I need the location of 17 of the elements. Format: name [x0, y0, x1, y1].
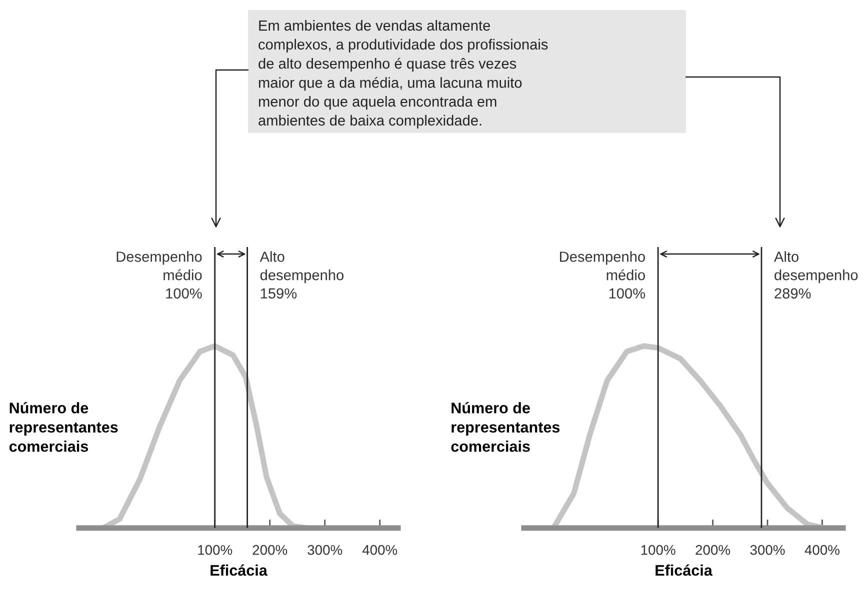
- ref-line-label: Desempenho médio 100%: [116, 251, 202, 299]
- x-tick-label: 400%: [804, 545, 840, 555]
- x-tick-label: 300%: [308, 545, 342, 555]
- ref-line-label: Alto desempenho 289%: [774, 251, 858, 299]
- x-tick-label: 400%: [362, 545, 398, 555]
- ref-line-label: Desempenho médio 100%: [560, 251, 646, 299]
- x-tick-label: 200%: [696, 545, 730, 555]
- ref-line-label: Alto desempenho 159%: [260, 251, 344, 299]
- x-tick-label: 100%: [198, 545, 232, 555]
- y-axis-title: Número de representantes comerciais: [451, 402, 560, 452]
- x-axis-title: Eficácia: [210, 564, 268, 576]
- x-tick-label: 200%: [252, 545, 288, 555]
- x-tick-label: 300%: [750, 545, 785, 555]
- y-axis-title: Número de representantes comerciais: [9, 402, 118, 452]
- x-axis-title: Eficácia: [656, 564, 712, 576]
- x-tick-label: 100%: [641, 545, 676, 555]
- text: Em ambientes de vendas altamente complexos, a produtividade dos profissionais de alto desempenho é quase três vezes maior que a da média, uma lacuna muito menor do que aquela encontrada em ambientes de baixa complexidade.: [258, 20, 548, 128]
